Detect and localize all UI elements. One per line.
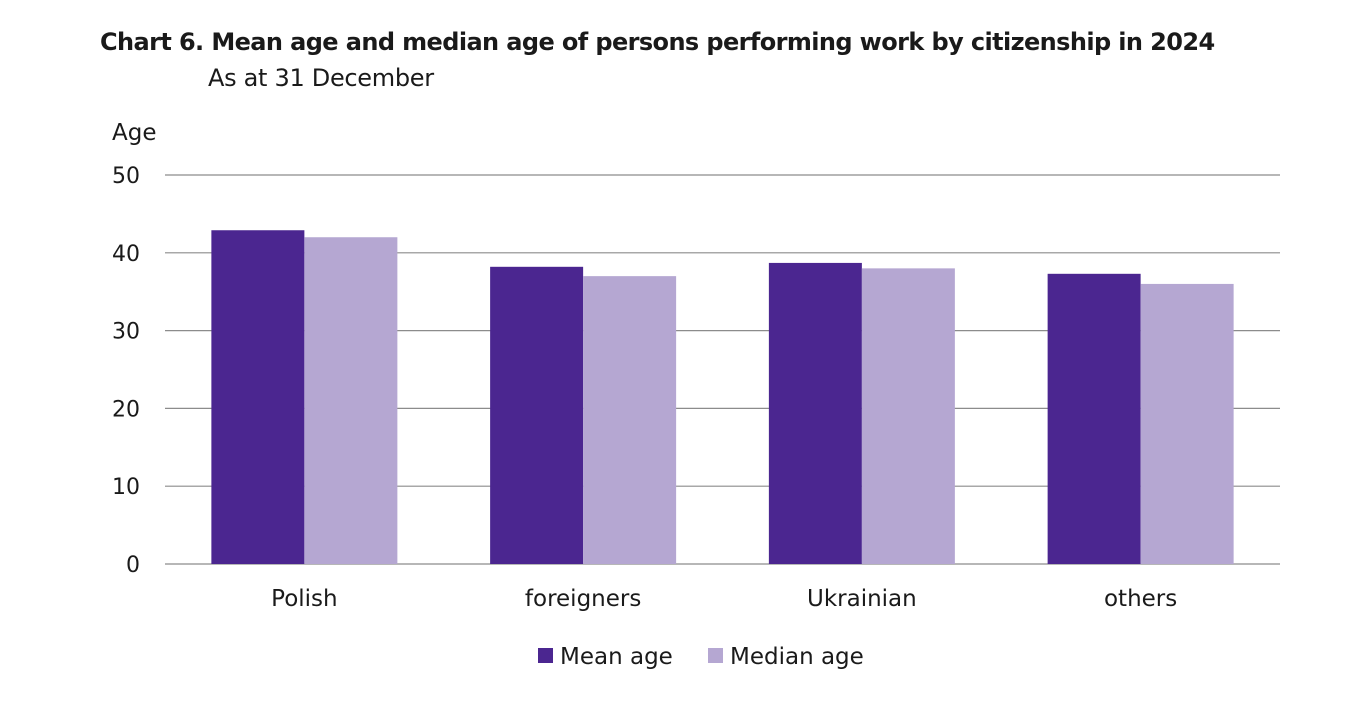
bar-mean-age-ukrainian <box>768 262 862 564</box>
bar-median-age-foreigners <box>583 276 677 564</box>
legend-swatch <box>538 648 553 663</box>
legend-label: Median age <box>730 644 864 670</box>
y-tick-label: 10 <box>112 475 140 500</box>
y-tick-label: 0 <box>126 553 140 578</box>
bar-mean-age-foreigners <box>490 266 584 564</box>
bar-median-age-polish <box>304 237 398 565</box>
bars <box>211 230 1234 565</box>
category-label: others <box>1104 586 1177 612</box>
chart-subtitle: As at 31 December <box>208 64 434 92</box>
bar-median-age-others <box>1140 283 1234 564</box>
category-labels: Polish foreigners Ukrainian others <box>271 586 1177 612</box>
y-tick-labels: 0 10 20 30 40 50 <box>112 164 140 578</box>
y-tick-label: 20 <box>112 397 140 422</box>
category-label: Polish <box>271 586 337 612</box>
bar-mean-age-polish <box>211 230 305 564</box>
category-label: Ukrainian <box>807 586 917 612</box>
legend: Mean age Median age <box>538 644 864 670</box>
legend-swatch <box>708 648 723 663</box>
y-tick-label: 30 <box>112 320 140 345</box>
legend-label: Mean age <box>560 644 673 670</box>
bar-mean-age-others <box>1047 273 1141 564</box>
category-label: foreigners <box>525 586 641 612</box>
bar-median-age-ukrainian <box>861 268 955 564</box>
y-axis-label: Age <box>112 120 156 146</box>
y-tick-label: 50 <box>112 164 140 189</box>
y-tick-label: 40 <box>112 242 140 267</box>
chart-title: Chart 6. Mean age and median age of pers… <box>100 28 1215 56</box>
